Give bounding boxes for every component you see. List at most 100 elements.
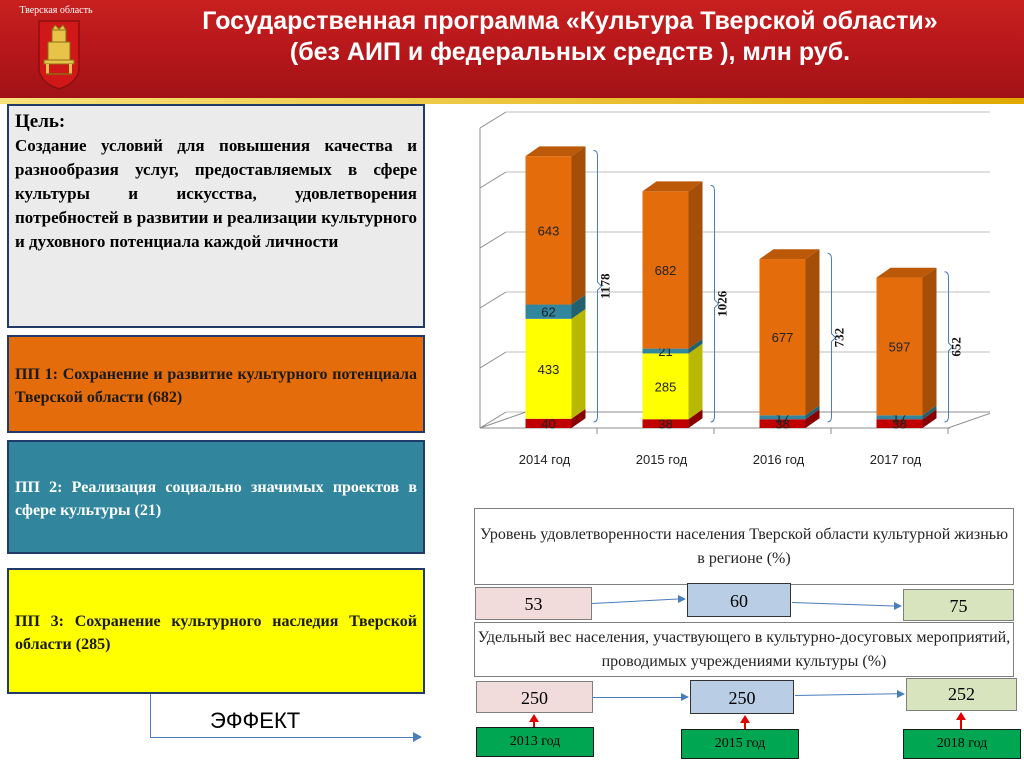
arrow-line-1a bbox=[591, 598, 678, 604]
title-line-1: Государственная программа «Культура Твер… bbox=[202, 7, 938, 35]
bar-side-s1-c1 bbox=[688, 343, 703, 420]
effect-connector-vertical bbox=[150, 694, 151, 738]
goal-label: Цель: bbox=[15, 111, 66, 132]
arrow-1a-icon bbox=[678, 595, 686, 603]
bar-s2-c1 bbox=[642, 348, 689, 354]
bar-side-s1-c0 bbox=[571, 309, 586, 419]
region-name: Тверская область bbox=[19, 5, 93, 16]
data-label-s0-c2: 38 bbox=[775, 417, 789, 432]
grid-diagonal-5 bbox=[479, 111, 507, 129]
bar-side-s0-c0 bbox=[571, 408, 586, 428]
header-stripe bbox=[0, 98, 1024, 104]
category-label-0: 2014 год bbox=[519, 452, 571, 467]
year-badge-2018: 2018 год bbox=[903, 729, 1021, 759]
bar-s1-c0 bbox=[525, 318, 572, 419]
bar-s0-c3 bbox=[876, 419, 923, 428]
bar-s1-c1 bbox=[642, 353, 689, 420]
bar-top-c1 bbox=[642, 181, 703, 192]
red-arrow-3 bbox=[960, 719, 962, 729]
goal-box: Цель: Создание условий для повышения кач… bbox=[7, 104, 425, 328]
data-label-s0-c3: 38 bbox=[892, 417, 906, 432]
program-2-text: ПП 2: Реализация социально значимых прое… bbox=[15, 479, 417, 519]
bar-side-s3-c0 bbox=[571, 146, 586, 305]
bar-top-c0 bbox=[525, 146, 586, 157]
grid-diagonal-2 bbox=[479, 291, 507, 309]
red-arrow-1 bbox=[533, 721, 535, 729]
program-box-1: ПП 1: Сохранение и развитие культурного … bbox=[7, 335, 425, 433]
red-arrow-1-icon bbox=[529, 714, 539, 722]
bar-side-s0-c2 bbox=[805, 409, 820, 428]
total-label-0: 1178 bbox=[598, 273, 613, 299]
coat-of-arms-icon bbox=[38, 20, 80, 90]
arrow-line-2b bbox=[794, 693, 897, 696]
bar-s3-c3 bbox=[876, 277, 923, 416]
bar-side-s2-c1 bbox=[688, 338, 703, 354]
indicator-1-value-2013: 53 bbox=[475, 587, 592, 620]
category-label-2: 2016 год bbox=[753, 452, 805, 467]
data-label-s0-c0: 40 bbox=[541, 416, 555, 431]
page-title: Государственная программа «Культура Твер… bbox=[120, 6, 1020, 68]
bar-side-s0-c1 bbox=[688, 409, 703, 428]
bar-s3-c2 bbox=[759, 259, 806, 416]
bar-side-s3-c1 bbox=[688, 181, 703, 349]
arrow-1b-icon bbox=[894, 602, 902, 610]
category-label-1: 2015 год bbox=[636, 452, 688, 467]
indicator-2-value-2018: 252 bbox=[906, 678, 1017, 711]
program-box-3: ПП 3: Сохранение культурного наследия Тв… bbox=[7, 568, 425, 694]
bar-s0-c1 bbox=[642, 419, 689, 428]
red-arrow-3-icon bbox=[956, 712, 966, 720]
goal-text: Создание условий для повышения качества … bbox=[15, 136, 417, 251]
total-label-1: 1026 bbox=[715, 290, 730, 317]
bar-top-c3 bbox=[876, 267, 937, 278]
total-brace-1 bbox=[710, 184, 720, 423]
data-label-s1-c0: 433 bbox=[538, 362, 560, 377]
bar-side-s0-c3 bbox=[922, 409, 937, 428]
indicator-2-title: Удельный вес населения, участвующего в к… bbox=[474, 622, 1014, 677]
data-label-s3-c0: 643 bbox=[538, 223, 560, 238]
title-line-2: (без АИП и федеральных средств ), млн ру… bbox=[289, 38, 851, 66]
effect-label: ЭФФЕКТ bbox=[210, 708, 301, 733]
effect-arrow-icon bbox=[413, 732, 422, 742]
bar-side-s2-c0 bbox=[571, 294, 586, 319]
data-label-s0-c1: 38 bbox=[658, 417, 672, 432]
bar-s3-c0 bbox=[525, 156, 572, 305]
program-3-text: ПП 3: Сохранение культурного наследия Тв… bbox=[15, 613, 417, 653]
bar-s0-c2 bbox=[759, 419, 806, 428]
bar-s2-c2 bbox=[759, 415, 806, 420]
total-label-3: 652 bbox=[949, 337, 964, 357]
total-brace-2 bbox=[827, 252, 837, 423]
red-arrow-2 bbox=[744, 722, 746, 730]
grid-diagonal-3 bbox=[479, 231, 507, 249]
data-label-s3-c2: 677 bbox=[772, 330, 794, 345]
data-label-s1-c1: 285 bbox=[655, 379, 677, 394]
program-1-text: ПП 1: Сохранение и развитие культурного … bbox=[15, 366, 417, 406]
indicator-1-value-2018: 75 bbox=[903, 589, 1014, 621]
bar-side-s3-c2 bbox=[805, 249, 820, 416]
bar-s2-c0 bbox=[525, 304, 572, 319]
data-label-s2-c0: 62 bbox=[541, 305, 555, 320]
arrow-line-2a bbox=[593, 697, 681, 698]
indicator-2-value-2015: 250 bbox=[690, 680, 794, 714]
indicator-1-title: Уровень удовлетворенности населения Твер… bbox=[474, 508, 1014, 585]
bar-side-s2-c3 bbox=[922, 405, 937, 420]
bar-s2-c3 bbox=[876, 415, 923, 420]
bar-top-c2 bbox=[759, 249, 820, 260]
red-arrow-2-icon bbox=[740, 715, 750, 723]
grid-diagonal-0 bbox=[479, 411, 507, 429]
total-brace-3 bbox=[944, 271, 954, 423]
indicator-1-value-2015: 60 bbox=[687, 583, 791, 617]
bar-side-s3-c3 bbox=[922, 267, 937, 416]
effect-connector-horizontal bbox=[150, 737, 416, 738]
year-badge-2013: 2013 год bbox=[476, 727, 594, 757]
year-badge-2015: 2015 год bbox=[681, 729, 799, 759]
indicator-2-value-2013: 250 bbox=[476, 681, 593, 713]
data-label-s3-c3: 597 bbox=[889, 339, 911, 354]
arrow-line-1b bbox=[791, 602, 894, 607]
total-brace-0 bbox=[593, 149, 603, 423]
arrow-2a-icon bbox=[681, 693, 689, 701]
bar-s0-c0 bbox=[525, 418, 572, 428]
data-label-s3-c1: 682 bbox=[655, 263, 677, 278]
total-label-2: 732 bbox=[832, 328, 847, 348]
header-bar bbox=[0, 0, 1024, 98]
